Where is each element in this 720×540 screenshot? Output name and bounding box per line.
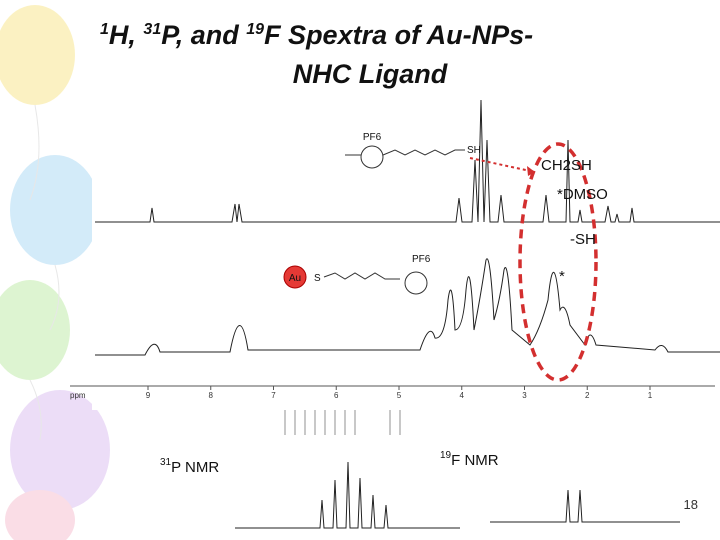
- balloons: [0, 5, 110, 540]
- f-trace: [490, 489, 680, 523]
- f-nmr-label: 19F NMR: [440, 450, 499, 469]
- integration-marks: [284, 410, 401, 435]
- superscript: 31: [160, 457, 172, 468]
- structure-top: PF6 SH: [345, 132, 481, 169]
- title-text: H,: [109, 20, 144, 50]
- peak-label: CH2SH: [541, 157, 592, 174]
- arrowhead: [527, 166, 535, 176]
- superscript: 19: [440, 450, 452, 461]
- tick-label: 7: [271, 391, 276, 400]
- tick-label: 6: [334, 391, 339, 400]
- arrow: [469, 157, 536, 173]
- tick-label: 2: [585, 391, 590, 400]
- label-text: P NMR: [171, 459, 219, 476]
- superscript: 1: [100, 21, 109, 38]
- highlight-ellipse: [518, 142, 598, 382]
- peak-label: -SH: [570, 231, 596, 248]
- label-text: F NMR: [451, 452, 499, 469]
- title-text: F Spextra of Au-NPs-: [264, 20, 533, 50]
- counter-ion: PF6: [412, 254, 431, 265]
- title-line-1: 1H, 31P, and 19F Spextra of Au-NPs-: [100, 20, 533, 50]
- superscript: 19: [246, 21, 264, 38]
- thiol-group: SH: [467, 145, 481, 156]
- bottom-trace: [95, 258, 720, 356]
- peak-label: *DMSO: [557, 186, 608, 203]
- tick-label: 9: [146, 391, 151, 400]
- superscript: 31: [143, 21, 161, 38]
- spectrum-panel: [92, 120, 720, 410]
- structure-bottom: Au S PF6: [283, 254, 431, 295]
- tick-label: 4: [460, 391, 465, 400]
- page-number: 18: [684, 497, 698, 512]
- tick-label: 1: [648, 391, 653, 400]
- axis-unit: ppm: [70, 391, 86, 400]
- top-trace: [95, 99, 720, 223]
- tick-label: 3: [522, 391, 527, 400]
- title-text: P, and: [161, 20, 246, 50]
- tick-labels: 9 8 7 6 5 4 3 2 1: [146, 386, 653, 400]
- tick-label: 5: [397, 391, 402, 400]
- sulfur: S: [314, 273, 321, 284]
- gold: Au: [289, 273, 301, 284]
- title-line-2: NHC Ligand: [293, 59, 448, 89]
- peak-label: *: [559, 268, 565, 285]
- p-nmr-label: 31P NMR: [160, 457, 219, 476]
- counter-ion: PF6: [363, 132, 382, 143]
- p-trace: [235, 461, 460, 529]
- tick-label: 8: [209, 391, 214, 400]
